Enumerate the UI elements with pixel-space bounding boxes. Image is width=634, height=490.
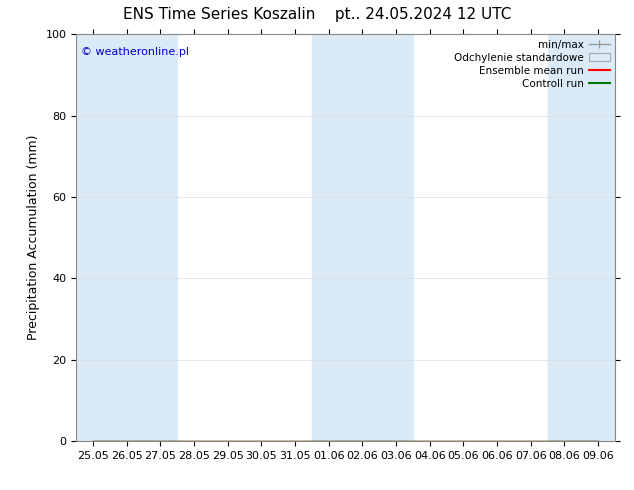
Bar — [76, 34, 110, 441]
Legend: min/max, Odchylenie standardowe, Ensemble mean run, Controll run: min/max, Odchylenie standardowe, Ensembl… — [454, 40, 610, 89]
Bar — [346, 34, 379, 441]
Bar — [581, 34, 615, 441]
Text: ENS Time Series Koszalin    pt.. 24.05.2024 12 UTC: ENS Time Series Koszalin pt.. 24.05.2024… — [123, 7, 511, 23]
Bar — [548, 34, 581, 441]
Y-axis label: Precipitation Accumulation (mm): Precipitation Accumulation (mm) — [27, 135, 40, 341]
Text: © weatheronline.pl: © weatheronline.pl — [81, 47, 190, 56]
Bar — [143, 34, 177, 441]
Bar — [110, 34, 143, 441]
Bar — [379, 34, 413, 441]
Bar — [312, 34, 346, 441]
